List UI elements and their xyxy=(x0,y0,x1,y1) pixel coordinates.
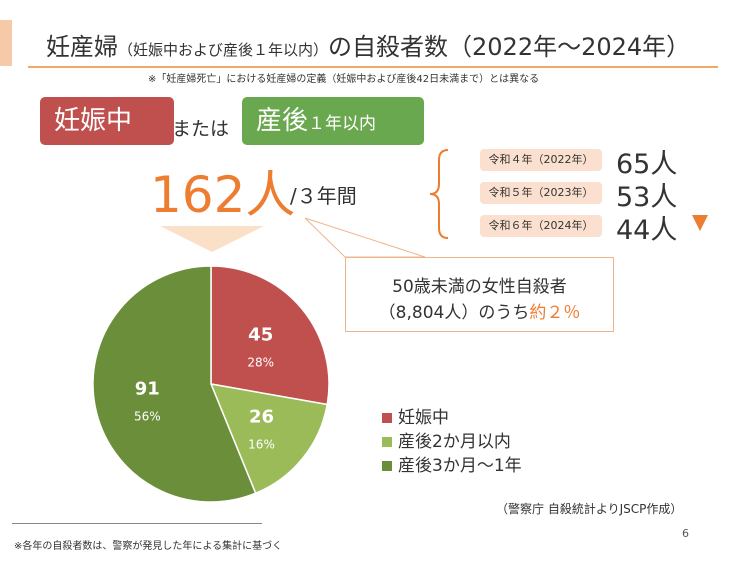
callout-highlight: 約２％ xyxy=(529,303,581,323)
source-note: （警察庁 自殺統計よりJSCP作成） xyxy=(496,502,683,516)
title-accent-bar xyxy=(0,20,12,66)
callout-line2: （8,804人）のうち約２％ xyxy=(346,298,613,323)
pie-percent-label: 16% xyxy=(248,438,275,452)
pregnant-badge-label: 妊娠中 xyxy=(54,106,133,136)
title-main: 妊産婦 xyxy=(46,33,118,61)
pie-value-label: 26 xyxy=(249,407,274,428)
pie-slice-pregnant xyxy=(210,265,330,406)
decrease-triangle-icon xyxy=(692,215,708,231)
legend-label: 産後2か月以内 xyxy=(398,432,511,452)
year-2022-count: 65人 xyxy=(616,149,678,180)
pie-value-label: 91 xyxy=(135,379,160,400)
callout-box: 50歳未満の女性自殺者 （8,804人）のうち約２％ xyxy=(345,257,614,332)
callout-line1: 50歳未満の女性自殺者 xyxy=(392,277,567,297)
title-sub: （妊娠中および産後１年以内） xyxy=(118,41,329,59)
pie-chart: 45 28% 26 16% 91 56% xyxy=(92,265,330,503)
legend-item-postpartum-1yr: 産後3か月～1年 xyxy=(382,454,522,478)
pie-value-label: 45 xyxy=(248,324,273,345)
year-2023-count: 53人 xyxy=(616,182,678,213)
total-period: /３年間 xyxy=(290,184,357,208)
legend-label: 妊娠中 xyxy=(398,408,449,428)
curly-brace-icon xyxy=(429,149,449,239)
title-bar: 妊産婦（妊娠中および産後１年以内）の自殺者数（2022年～2024年） xyxy=(28,24,718,68)
pie-percent-label: 28% xyxy=(247,355,274,369)
postpartum-badge-label: 産後 xyxy=(256,106,309,136)
year-2024-label: 令和６年（2024年） xyxy=(480,215,602,237)
footnote-divider xyxy=(12,523,262,524)
year-2022-label: 令和４年（2022年） xyxy=(480,149,602,171)
or-text: または xyxy=(172,118,230,140)
year-2024-count: 44人 xyxy=(616,215,678,246)
year-2023-label: 令和５年（2023年） xyxy=(480,182,602,204)
total-count: 162人 xyxy=(150,166,296,224)
down-chevron-icon xyxy=(160,226,264,252)
chart-legend: 妊娠中 産後2か月以内 産後3か月～1年 xyxy=(382,406,522,478)
callout-line2-text: （8,804人）のうち xyxy=(378,303,530,323)
legend-swatch xyxy=(382,461,392,471)
pregnant-badge: 妊娠中 xyxy=(40,97,174,145)
pie-slice-postpartum-1yr xyxy=(92,265,257,503)
page-title: 妊産婦（妊娠中および産後１年以内）の自殺者数（2022年～2024年） xyxy=(46,27,690,62)
postpartum-badge: 産後１年以内 xyxy=(242,97,424,145)
definition-note: ※「妊産婦死亡」における妊産婦の定義（妊娠中および産後42日未満まで）とは異なる xyxy=(148,74,540,85)
legend-item-pregnant: 妊娠中 xyxy=(382,406,522,430)
postpartum-badge-sublabel: １年以内 xyxy=(308,114,377,134)
title-rest: の自殺者数（2022年～2024年） xyxy=(328,33,691,61)
legend-item-postpartum-2mo: 産後2か月以内 xyxy=(382,430,522,454)
legend-label: 産後3か月～1年 xyxy=(398,456,522,476)
legend-swatch xyxy=(382,413,392,423)
page-number: 6 xyxy=(682,527,689,540)
pie-slice-postpartum-2mo xyxy=(209,383,329,495)
legend-swatch xyxy=(382,437,392,447)
pie-percent-label: 56% xyxy=(134,410,161,424)
footnote: ※各年の自殺者数は、警察が発見した年による集計に基づく xyxy=(14,541,283,552)
